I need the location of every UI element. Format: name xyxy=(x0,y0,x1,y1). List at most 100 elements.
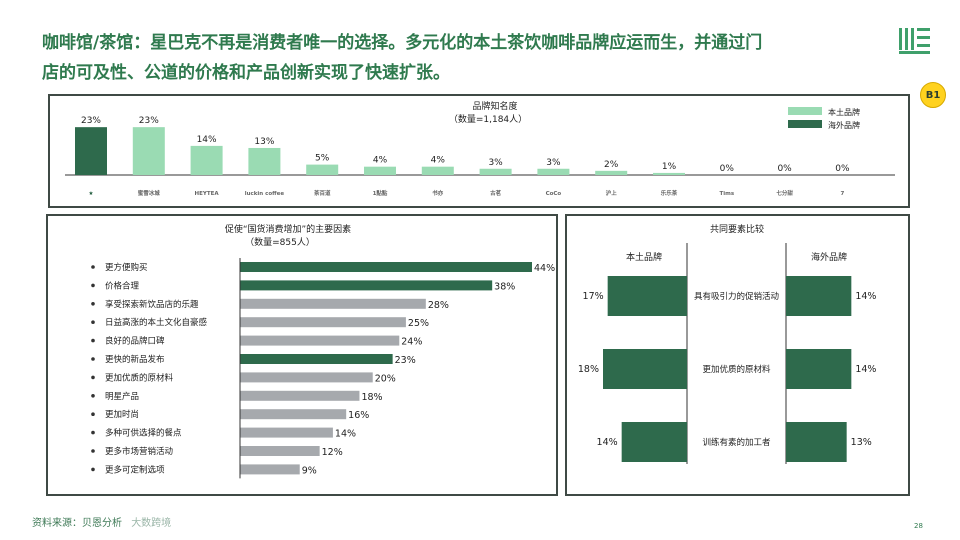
bar-10 xyxy=(595,171,627,175)
brand-logo-7: 书亦 xyxy=(432,189,444,197)
bar-2 xyxy=(133,127,165,175)
right-bar-3 xyxy=(786,422,847,462)
value-label-11: 1% xyxy=(662,162,677,172)
factor-label-1: 具有吸引力的促销活动 xyxy=(694,291,780,302)
chart-title: 促使“国货消费增加”的主要因素 xyxy=(225,223,351,235)
value-label-12: 9% xyxy=(302,465,317,476)
value-label-10: 14% xyxy=(335,429,356,440)
value-label-9: 3% xyxy=(546,158,561,168)
brand-logo-5: 茶百道 xyxy=(313,189,331,197)
bar-7 xyxy=(240,372,373,382)
watermark-text: 大数跨境 xyxy=(131,518,171,529)
bar-5 xyxy=(306,165,338,175)
value-label-7: 4% xyxy=(431,156,446,166)
brand-logo-3: HEYTEA xyxy=(195,191,220,197)
value-label-12: 0% xyxy=(720,164,735,174)
bullet-5 xyxy=(91,339,95,343)
value-label-7: 20% xyxy=(375,373,396,384)
page-title: 咖啡馆/茶馆：星巴克不再是消费者唯一的选择。多元化的本土茶饮咖啡品牌应运而生，并… xyxy=(42,28,872,88)
brand-awareness-panel: 品牌知名度 （数量=1,184人） 本土品牌 海外品牌 23% ★ 23% 蜜雪冰城 14% HE… xyxy=(48,94,910,208)
left-value-2: 18% xyxy=(578,364,599,375)
value-label-4: 25% xyxy=(408,318,429,329)
bullet-7 xyxy=(91,376,95,380)
bar-4 xyxy=(240,317,406,327)
brand-logo-8: 古茗 xyxy=(490,189,502,197)
factor-label-7: 更加优质的原材料 xyxy=(105,372,174,383)
bar-3 xyxy=(240,299,426,309)
factor-label-2: 价格合理 xyxy=(105,280,140,291)
value-label-1: 44% xyxy=(534,263,555,274)
left-bar-1 xyxy=(608,276,687,316)
value-label-8: 18% xyxy=(361,392,382,403)
brand-logo-12: Tims xyxy=(719,191,734,197)
chart-title: 共同要素比较 xyxy=(710,223,764,235)
value-label-2: 38% xyxy=(494,281,515,292)
chart-subtitle: （数量=1,184人） xyxy=(449,113,527,125)
value-label-9: 16% xyxy=(348,410,369,421)
factor-label-1: 更方便购买 xyxy=(105,262,148,273)
factor-label-11: 更多市场营销活动 xyxy=(105,446,174,457)
factor-label-6: 更快的新品发布 xyxy=(105,354,165,365)
right-bar-2 xyxy=(786,349,851,389)
factor-label-3: 享受探索新饮品店的乐趣 xyxy=(105,299,199,310)
right-value-3: 13% xyxy=(851,437,872,448)
value-label-3: 14% xyxy=(197,135,217,145)
factor-label-2: 更加优质的原材料 xyxy=(702,364,771,375)
bullet-4 xyxy=(91,320,95,324)
factor-label-8: 明星产品 xyxy=(105,391,139,402)
bar-7 xyxy=(422,167,454,175)
bar-9 xyxy=(537,169,569,175)
chart-subtitle: （数量=855人） xyxy=(245,236,315,248)
value-label-6: 4% xyxy=(373,156,388,166)
brand-logo-1: ★ xyxy=(89,191,94,197)
bullet-1 xyxy=(91,265,95,269)
factor-label-9: 更加时尚 xyxy=(105,409,139,420)
bullet-2 xyxy=(91,284,95,288)
factor-label-3: 训练有素的加工者 xyxy=(702,437,771,448)
left-value-3: 14% xyxy=(597,437,618,448)
bar-3 xyxy=(191,146,223,175)
value-label-13: 0% xyxy=(777,164,792,174)
factor-label-5: 良好的品牌口碑 xyxy=(105,336,165,347)
source-text: 资料来源：贝恩分析 xyxy=(32,518,122,529)
value-label-10: 2% xyxy=(604,160,619,170)
brand-logo-13: 七分甜 xyxy=(776,189,793,197)
brand-logo-icon xyxy=(898,26,932,56)
value-label-3: 28% xyxy=(428,300,449,311)
legend-swatch-local xyxy=(788,107,822,115)
title-line-1: 咖啡馆/茶馆：星巴克不再是消费者唯一的选择。多元化的本土茶饮咖啡品牌应运而生，并… xyxy=(42,28,872,58)
bar-6 xyxy=(240,354,393,364)
source-note: 资料来源：贝恩分析 大数跨境 xyxy=(32,514,171,529)
bar-10 xyxy=(240,428,333,438)
legend-swatch-foreign xyxy=(788,120,822,128)
brand-logo-4: luckin coffee xyxy=(245,191,285,197)
right-series-label: 海外品牌 xyxy=(811,251,847,263)
bar-4 xyxy=(248,148,280,175)
domestic-drivers-chart: 促使“国货消费增加”的主要因素（数量=855人） 更方便购买 44% 价格合理 38% 享… xyxy=(48,216,556,494)
factor-label-10: 多种可供选择的餐点 xyxy=(105,428,182,439)
value-label-11: 12% xyxy=(322,447,343,458)
factor-label-4: 日益高涨的本土文化自豪感 xyxy=(105,317,208,328)
bar-6 xyxy=(364,167,396,175)
right-value-2: 14% xyxy=(855,364,876,375)
bar-5 xyxy=(240,336,399,346)
value-label-14: 0% xyxy=(835,164,850,174)
title-line-2: 店的可及性、公道的价格和产品创新实现了快速扩张。 xyxy=(42,58,872,88)
left-series-label: 本土品牌 xyxy=(626,251,662,263)
bullet-8 xyxy=(91,394,95,398)
value-label-5: 24% xyxy=(401,337,422,348)
brand-logo-9: CoCo xyxy=(546,191,562,197)
left-value-1: 17% xyxy=(583,291,604,302)
bar-11 xyxy=(240,446,320,456)
page-number: 28 xyxy=(914,522,923,530)
brand-logo-2: 蜜雪冰城 xyxy=(138,189,161,197)
bar-8 xyxy=(480,169,512,175)
brand-logo-11: 乐乐茶 xyxy=(661,189,678,197)
bullet-10 xyxy=(91,431,95,435)
right-bar-1 xyxy=(786,276,851,316)
brand-logo-6: 1點點 xyxy=(373,189,388,197)
value-label-1: 23% xyxy=(81,116,101,126)
bar-11 xyxy=(653,173,685,175)
